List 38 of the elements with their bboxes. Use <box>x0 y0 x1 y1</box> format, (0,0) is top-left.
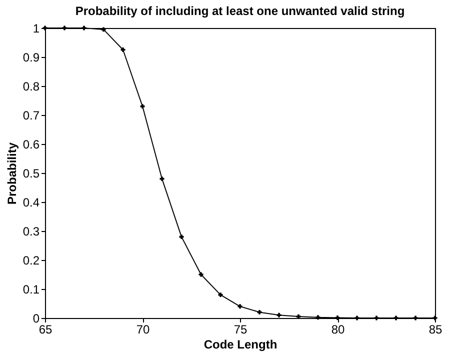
point <box>394 316 398 320</box>
x-tick-label: 85 <box>428 322 442 336</box>
point <box>316 315 320 320</box>
y-tick-label: 0 <box>32 312 40 326</box>
point <box>432 316 438 320</box>
y-tick-label: 0.1 <box>22 282 40 296</box>
y-axis-title: Probability <box>4 142 19 205</box>
y-tick-label: 0.6 <box>22 138 40 152</box>
y-tick-label: 0.7 <box>22 108 40 122</box>
y-tick-label: 0.5 <box>22 166 40 180</box>
point <box>82 26 86 30</box>
point <box>198 272 204 277</box>
point <box>160 176 164 182</box>
y-tick-label: 0.2 <box>22 254 40 268</box>
point <box>354 316 360 320</box>
y-tick-label: 0.4 <box>22 196 40 210</box>
point <box>238 304 242 309</box>
point <box>257 310 262 314</box>
y-tick-label: 1 <box>32 22 40 36</box>
point <box>140 104 145 109</box>
y-tick-label: 0.8 <box>22 80 40 94</box>
point <box>120 48 126 52</box>
point <box>276 312 282 318</box>
point <box>374 316 379 320</box>
x-tick-label: 80 <box>331 322 345 336</box>
point <box>179 234 184 240</box>
point <box>218 292 223 298</box>
x-tick-label: 75 <box>234 322 248 336</box>
point <box>62 26 67 30</box>
x-tick-label: 70 <box>136 322 150 336</box>
y-tick-label: 0.3 <box>22 224 40 238</box>
chart-title: Probability of including at least one unwanted valid string <box>75 4 405 18</box>
point <box>335 315 340 320</box>
point <box>413 316 418 320</box>
x-tick-label: 65 <box>38 322 52 336</box>
point <box>101 27 106 32</box>
y-tick-label: 0.9 <box>22 50 40 64</box>
x-axis-title: Code Length <box>204 338 278 352</box>
